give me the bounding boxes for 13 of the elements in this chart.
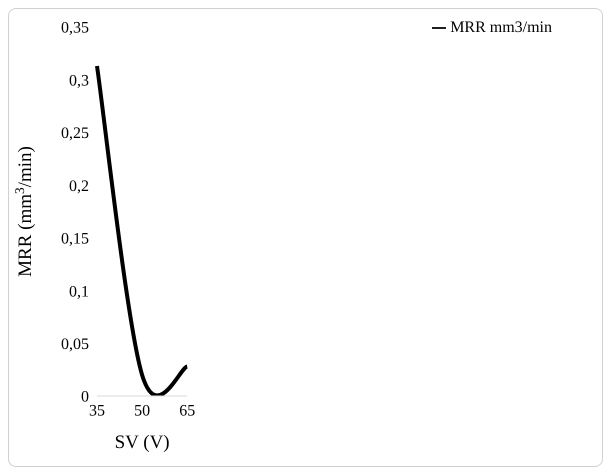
y-tick-label: 0,05 [61, 336, 89, 353]
legend-label: MRR mm3/min [450, 19, 552, 36]
x-tick-label: 35 [89, 402, 105, 420]
x-tick-label: 50 [134, 402, 150, 420]
x-axis-title: SV (V) [114, 432, 170, 453]
x-tick-label: 65 [179, 402, 196, 420]
y-tick-label: 0,15 [61, 230, 89, 248]
y-tick-label: 0,1 [69, 283, 89, 300]
y-tick-label: 0,25 [61, 125, 89, 142]
y-tick-label: 0,3 [69, 72, 89, 90]
y-tick-label: 0 [81, 388, 89, 406]
y-tick-label: 0,2 [69, 178, 89, 195]
y-tick-label: 0,35 [61, 20, 89, 37]
